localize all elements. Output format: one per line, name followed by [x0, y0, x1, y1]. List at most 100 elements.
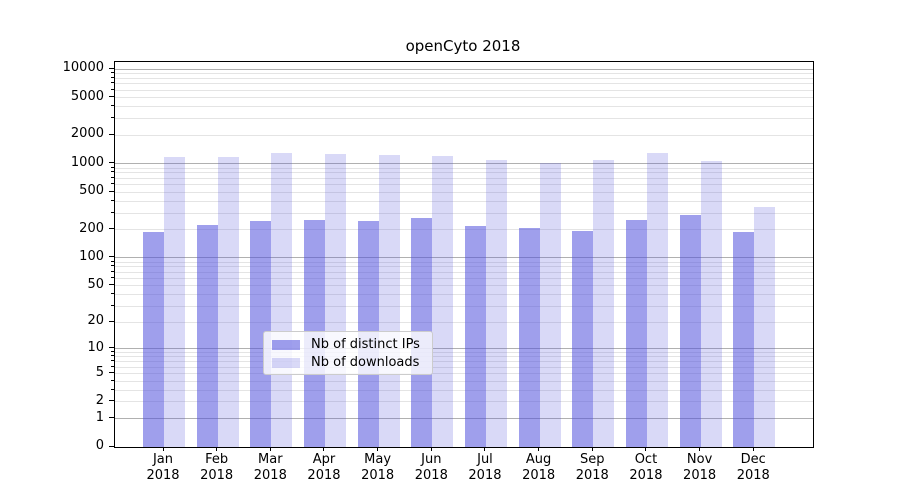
x-tick-mark	[484, 447, 486, 451]
bar-downloads	[646, 152, 668, 447]
y-tick-label: 5000	[70, 88, 104, 104]
y-tick-mark	[109, 372, 114, 374]
bar-downloads	[217, 157, 239, 447]
legend-row-distinct-ips: Nb of distinct IPs	[272, 336, 424, 354]
y-tick-label: 2	[95, 392, 104, 408]
grid-minor-line	[115, 285, 813, 287]
y-tick-mark-minor	[111, 270, 114, 272]
y-tick-mark	[109, 445, 114, 447]
x-tick-mark	[377, 447, 379, 451]
y-tick-mark-minor	[111, 88, 114, 90]
x-tick-label: Aug 2018	[522, 452, 556, 483]
y-tick-label: 2000	[70, 126, 104, 142]
grid-minor-line	[115, 271, 813, 273]
bar-distinct-ips	[572, 231, 594, 447]
y-tick-mark	[109, 400, 114, 402]
y-tick-mark-minor	[111, 351, 114, 353]
grid-minor-line	[115, 305, 813, 307]
x-tick-mark	[645, 447, 647, 451]
bar-downloads	[593, 160, 615, 447]
x-tick-label: May 2018	[361, 452, 395, 483]
x-tick-mark	[269, 447, 271, 451]
y-tick-label: 5	[95, 364, 104, 380]
bar-distinct-ips	[196, 224, 218, 447]
bar-downloads	[324, 154, 346, 447]
grid-minor-line	[115, 266, 813, 268]
grid-minor-line	[115, 106, 813, 108]
y-tick-mark	[109, 67, 114, 69]
grid-minor-line	[115, 229, 813, 231]
x-tick-mark	[323, 447, 325, 451]
x-tick-mark	[752, 447, 754, 451]
x-tick-label: Nov 2018	[683, 452, 717, 483]
y-tick-mark-minor	[111, 176, 114, 178]
y-tick-mark-minor	[111, 365, 114, 367]
bar-distinct-ips	[250, 220, 272, 447]
grid-minor-line	[115, 118, 813, 120]
x-tick-label: Jun 2018	[414, 452, 448, 483]
legend-label-downloads: Nb of downloads	[311, 355, 420, 370]
grid-major-line	[115, 418, 813, 420]
y-tick-mark	[109, 256, 114, 258]
y-tick-mark	[109, 347, 114, 349]
chart-title: openCyto 2018	[405, 37, 521, 55]
y-tick-mark-minor	[111, 379, 114, 381]
legend-row-downloads: Nb of downloads	[272, 354, 424, 372]
y-tick-mark-minor	[111, 199, 114, 201]
y-tick-mark	[109, 133, 114, 135]
y-tick-mark-minor	[111, 82, 114, 84]
plot-area	[114, 61, 814, 448]
y-tick-mark-minor	[111, 77, 114, 79]
y-tick-mark-minor	[111, 72, 114, 74]
x-tick-mark	[699, 447, 701, 451]
x-tick-label: Apr 2018	[307, 452, 341, 483]
bar-downloads	[164, 157, 185, 447]
y-tick-label: 200	[79, 220, 104, 236]
y-tick-label: 50	[87, 276, 104, 292]
bar-distinct-ips	[679, 215, 701, 447]
grid-minor-line	[115, 277, 813, 279]
y-tick-label: 1	[95, 409, 104, 425]
bar-distinct-ips	[518, 227, 540, 447]
grid-minor-line	[115, 184, 813, 186]
y-tick-label: 10000	[62, 60, 104, 76]
y-tick-mark	[109, 417, 114, 419]
y-tick-mark	[109, 284, 114, 286]
y-tick-label: 500	[79, 183, 104, 199]
grid-major-line	[115, 68, 813, 70]
grid-minor-line	[115, 134, 813, 136]
x-tick-mark	[430, 447, 432, 451]
grid-minor-line	[115, 356, 813, 358]
grid-minor-line	[115, 73, 813, 75]
y-tick-label: 0	[95, 438, 104, 453]
grid-minor-line	[115, 167, 813, 169]
grid-minor-line	[115, 373, 813, 375]
grid-major-line	[115, 163, 813, 165]
grid-minor-line	[115, 380, 813, 382]
grid-minor-line	[115, 361, 813, 363]
x-tick-label: Feb 2018	[200, 452, 234, 483]
y-tick-mark-minor	[111, 265, 114, 267]
y-tick-mark-minor	[111, 211, 114, 213]
y-tick-mark-minor	[111, 171, 114, 173]
legend-label-distinct-ips: Nb of distinct IPs	[311, 337, 420, 352]
y-tick-mark-minor	[111, 304, 114, 306]
x-tick-mark	[162, 447, 164, 451]
legend-patch-distinct-ips	[272, 340, 300, 350]
y-tick-mark-minor	[111, 105, 114, 107]
y-tick-label: 1000	[70, 154, 104, 170]
y-tick-mark-minor	[111, 388, 114, 390]
y-tick-mark-minor	[111, 166, 114, 168]
y-tick-mark-minor	[111, 355, 114, 357]
grid-minor-line	[115, 97, 813, 99]
bar-distinct-ips	[625, 219, 647, 447]
grid-minor-line	[115, 78, 813, 80]
grid-minor-line	[115, 89, 813, 91]
x-tick-mark	[591, 447, 593, 451]
x-tick-label: Sep 2018	[575, 452, 609, 483]
grid-minor-line	[115, 401, 813, 403]
y-tick-mark-minor	[111, 293, 114, 295]
x-tick-label: Dec 2018	[736, 452, 770, 483]
y-tick-mark-minor	[111, 360, 114, 362]
